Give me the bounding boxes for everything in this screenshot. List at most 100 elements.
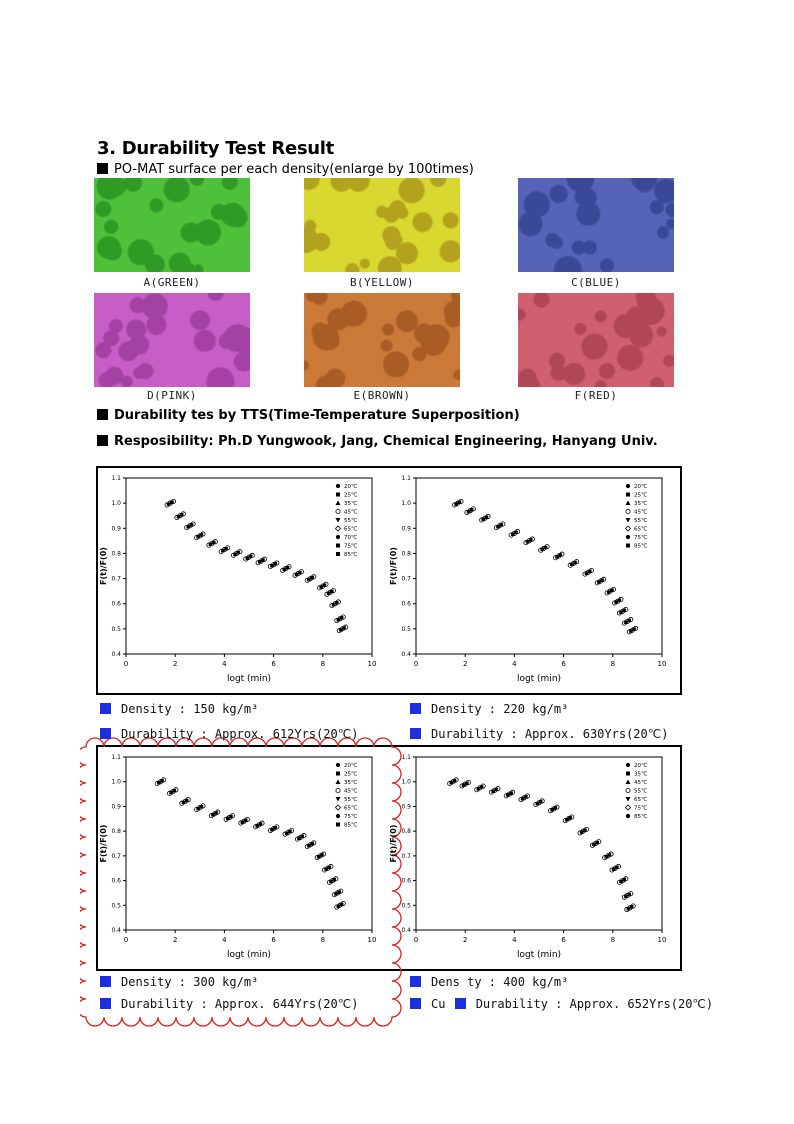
data-point	[255, 556, 267, 566]
legend-label: 45℃	[344, 788, 357, 795]
legend-item: 35℃	[625, 500, 647, 507]
data-point	[612, 596, 624, 606]
legend-item: 75℃	[625, 534, 647, 541]
data-point	[304, 574, 317, 583]
data-point	[336, 624, 349, 634]
y-tick-label: 0.4	[401, 651, 411, 658]
legend-item: 75℃	[335, 813, 357, 820]
x-tick-label: 4	[512, 660, 517, 668]
section-title: 3. Durability Test Result	[97, 138, 334, 159]
y-tick-label: 0.9	[111, 803, 121, 810]
durability-text: Durability : Approx. 652Yrs(20℃)	[475, 997, 714, 1011]
data-point	[314, 851, 327, 861]
data-point	[304, 840, 317, 850]
legend-item: 65℃	[624, 525, 647, 533]
data-point	[294, 833, 307, 842]
legend-label: 35℃	[634, 771, 647, 778]
data-point	[489, 786, 501, 795]
x-tick-label: 10	[658, 660, 667, 668]
legend-label: 75℃	[634, 805, 647, 812]
blue-square-icon	[410, 703, 421, 714]
legend-item: 35℃	[626, 771, 647, 778]
x-axis-label: logt (min)	[227, 674, 271, 684]
data-point	[621, 891, 634, 900]
legend-item: 20℃	[625, 483, 647, 490]
legend-item: 65℃	[334, 525, 357, 533]
legend-label: 20℃	[344, 762, 357, 769]
legend-label: 55℃	[634, 517, 647, 524]
legend-item: 45℃	[625, 779, 647, 786]
data-point	[223, 813, 236, 822]
blue-square-icon	[100, 998, 111, 1009]
y-tick-label: 0.6	[111, 601, 121, 608]
density-text: Density : 300 kg/m³	[121, 975, 259, 989]
y-tick-label: 0.4	[111, 651, 121, 658]
y-tick-label: 1.0	[401, 500, 411, 507]
y-tick-label: 0.8	[111, 828, 121, 835]
data-point	[331, 888, 344, 898]
tts-line-text: Durability tes by TTS(Time-Temperature S…	[114, 408, 520, 423]
chart-300: 0 2 4 6 8 10 0.4 0.5 0.6 0.7 0.8 0.9 1.0 1.1 logt (min…	[99, 754, 376, 960]
legend-item: 65℃	[625, 796, 647, 803]
y-tick-label: 0.5	[111, 902, 121, 909]
blue-square-icon	[100, 728, 111, 739]
legend-label: 35℃	[634, 500, 647, 507]
y-tick-label: 0.7	[401, 576, 411, 583]
data-point	[479, 513, 491, 523]
chart-panel-bottom	[96, 745, 682, 971]
legend-label: 65℃	[634, 526, 647, 533]
data-point	[267, 560, 280, 570]
data-point	[184, 521, 196, 531]
y-tick-label: 1.1	[401, 754, 411, 761]
legend-item: 20℃	[625, 762, 647, 769]
blue-square-icon	[410, 998, 421, 1009]
data-point	[589, 839, 602, 848]
data-point	[616, 876, 629, 885]
y-tick-label: 1.1	[401, 475, 411, 482]
durability-text: Durability : Approx. 644Yrs(20℃)	[121, 997, 359, 1011]
y-tick-label: 0.9	[401, 803, 411, 810]
x-tick-label: 8	[611, 660, 615, 668]
x-tick-label: 6	[561, 660, 566, 668]
plot-frame	[415, 477, 663, 655]
legend-label: 25℃	[344, 492, 357, 499]
legend-label: 70℃	[344, 534, 357, 541]
legend-item: 25℃	[626, 492, 647, 499]
legend-item: 75℃	[624, 804, 647, 812]
y-tick-label: 0.8	[401, 828, 411, 835]
surface-swatch	[304, 293, 460, 387]
plot-frame	[125, 477, 373, 655]
legend-label: 85℃	[344, 551, 357, 558]
legend-label: 65℃	[344, 526, 357, 533]
y-tick-label: 0.5	[111, 626, 121, 633]
data-point	[317, 581, 329, 591]
y-axis-label: F(t)/F(0)	[389, 547, 398, 585]
y-tick-label: 0.6	[401, 601, 411, 608]
chart-150: 0 2 4 6 8 10 0.4 0.5 0.6 0.7 0.8 0.9 1.0 1.1 logt (min…	[99, 475, 376, 684]
data-point	[334, 900, 346, 910]
legend-label: 85℃	[344, 822, 357, 829]
legend-label: 55℃	[344, 796, 357, 803]
data-point	[253, 820, 265, 830]
data-point	[621, 617, 634, 626]
legend-item: 45℃	[335, 509, 357, 516]
y-tick-label: 0.5	[401, 626, 411, 633]
y-axis-label: F(t)/F(0)	[389, 825, 398, 863]
data-point	[562, 814, 575, 824]
tts-line: Durability tes by TTS(Time-Temperature S…	[97, 408, 520, 423]
data-point	[154, 777, 167, 787]
durability-400: Cu Durability : Approx. 652Yrs(20℃)	[410, 997, 713, 1011]
surface-swatch	[94, 178, 250, 272]
legend-label: 25℃	[344, 771, 357, 778]
legend-label: 75℃	[344, 543, 357, 550]
swatch-label: C(BLUE)	[571, 276, 621, 289]
x-tick-label: 2	[173, 660, 177, 668]
y-tick-label: 0.6	[401, 878, 411, 885]
legend-item: 55℃	[625, 788, 647, 795]
data-point	[326, 876, 339, 885]
x-tick-label: 0	[124, 936, 128, 944]
y-tick-label: 1.0	[401, 779, 411, 786]
responsibility-line: Resposibility: Ph.D Yungwook, Jang, Chem…	[97, 434, 658, 449]
legend-item: 35℃	[335, 500, 357, 507]
legend-item: 65℃	[334, 804, 357, 812]
